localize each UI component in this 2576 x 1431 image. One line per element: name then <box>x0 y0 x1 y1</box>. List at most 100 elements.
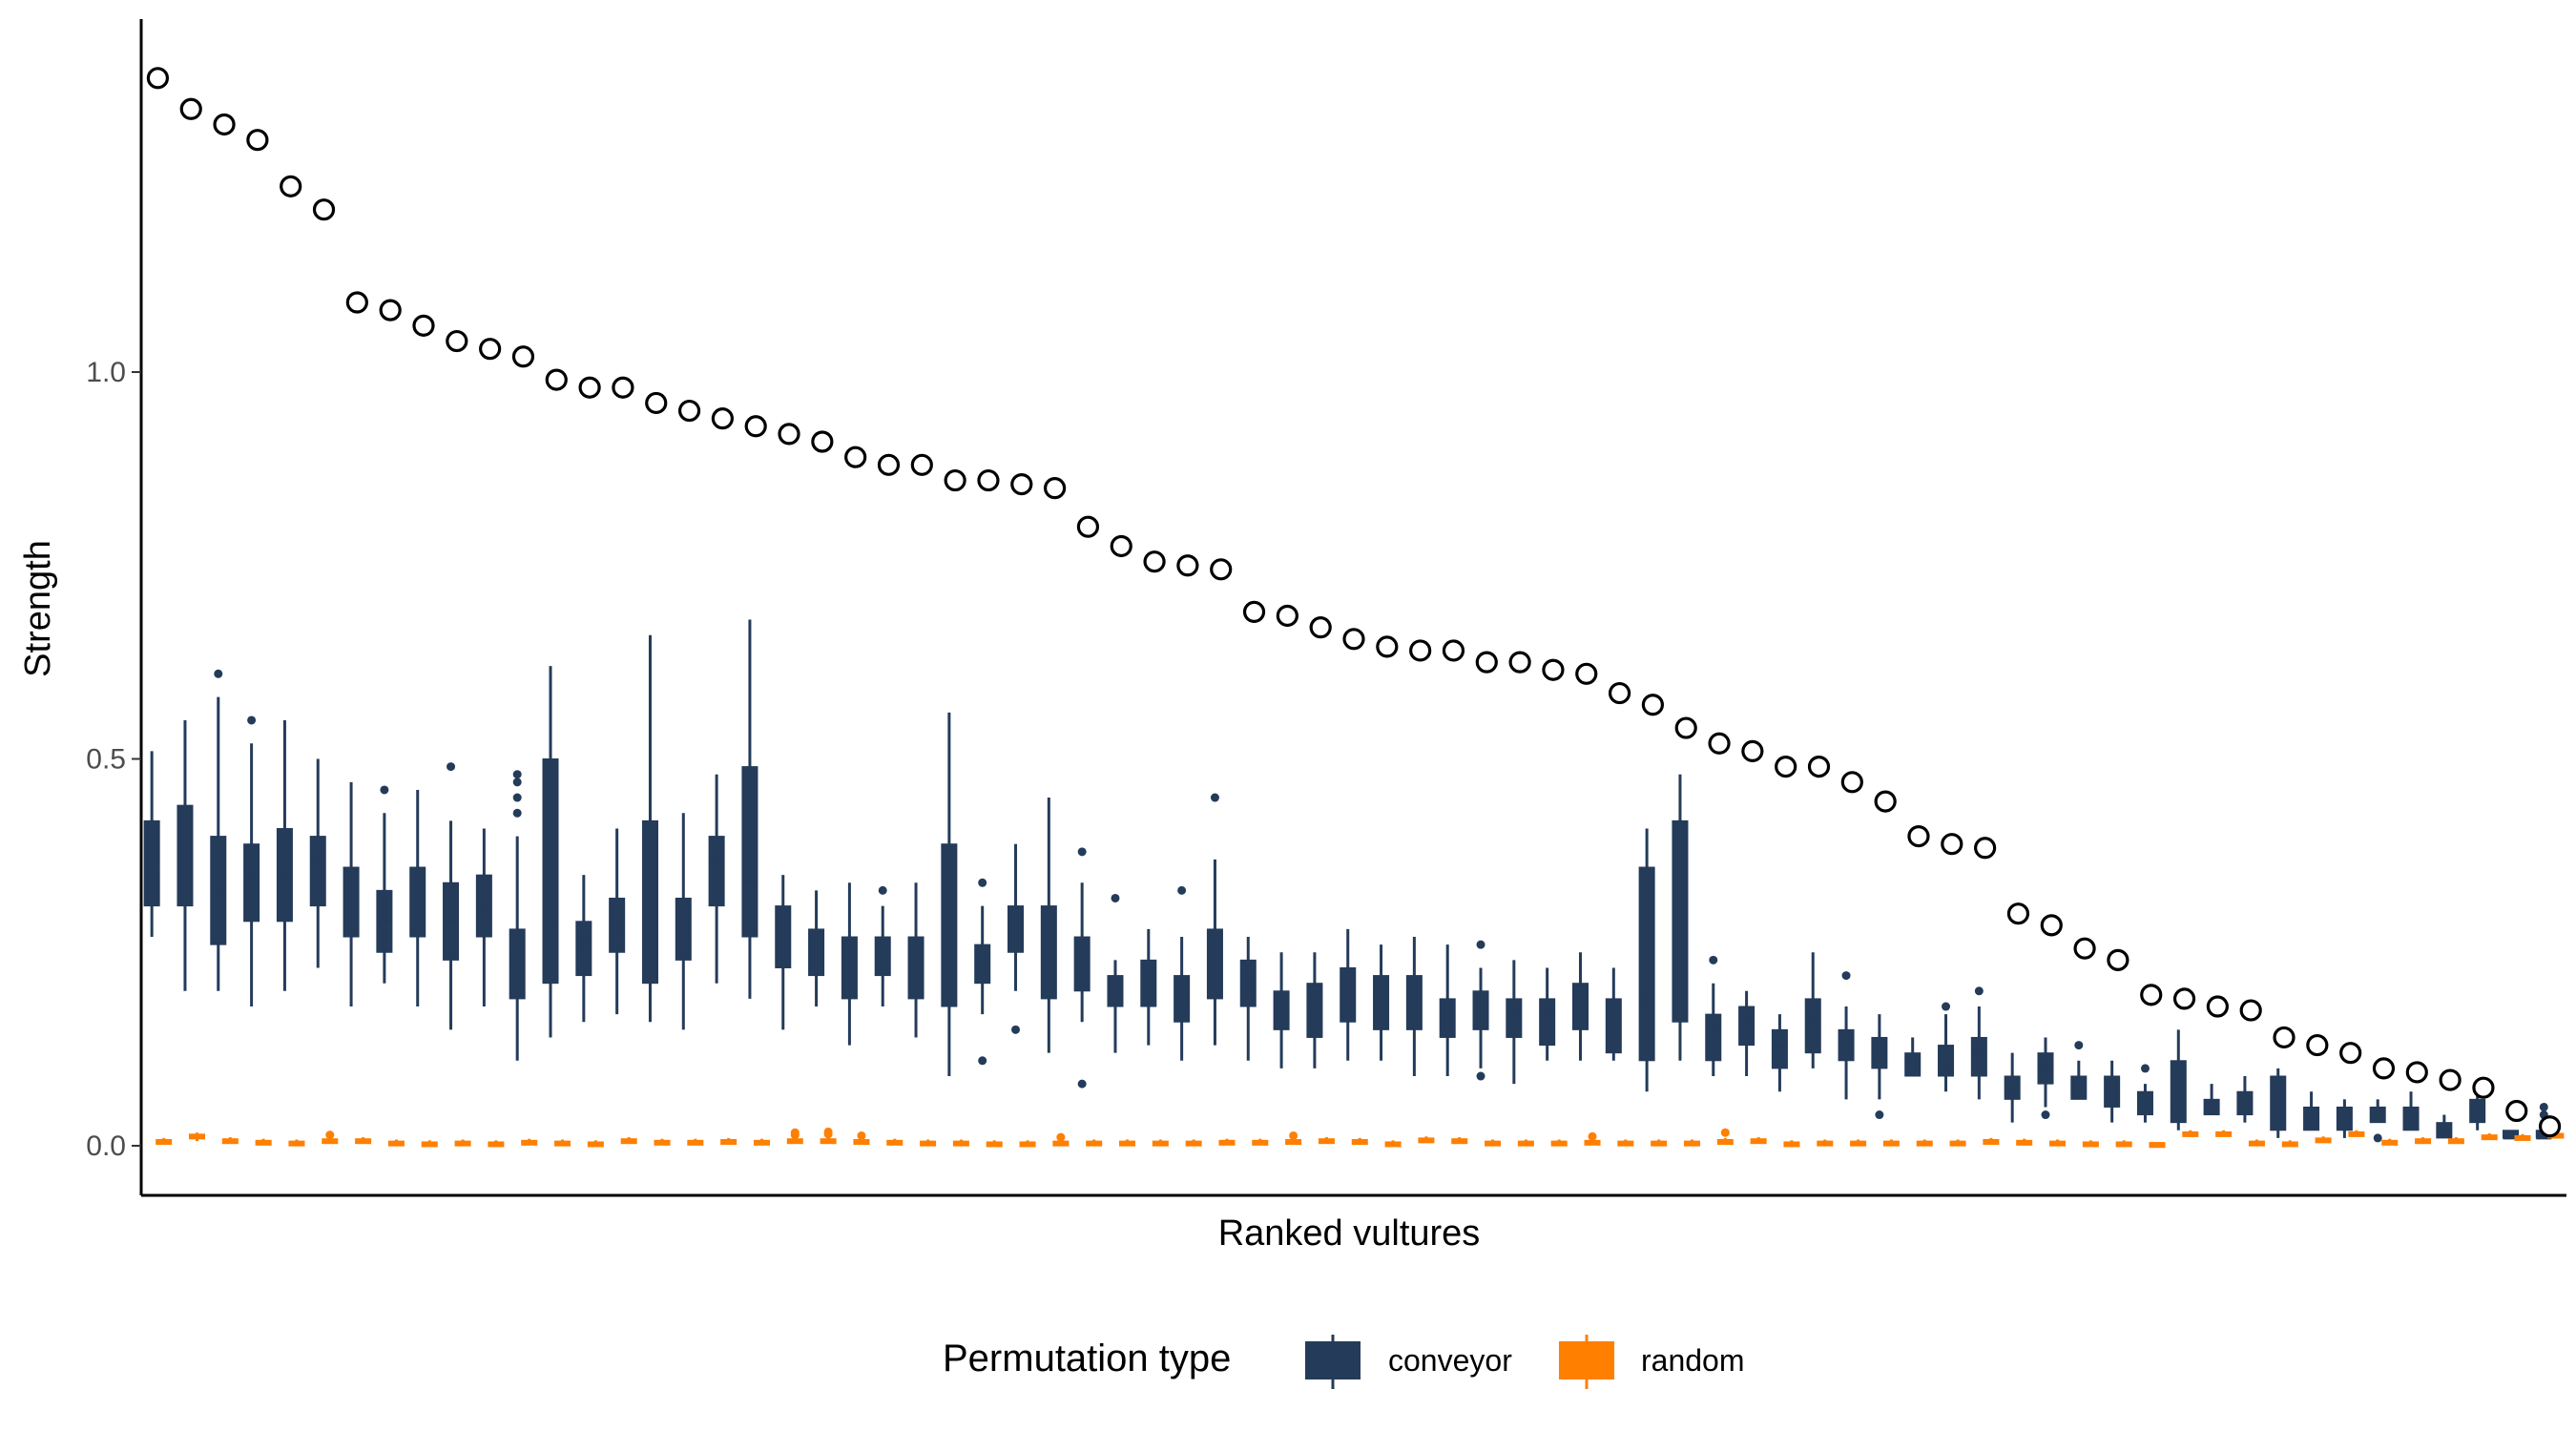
conveyor-box <box>609 828 626 1015</box>
conveyor-box-box <box>143 819 160 907</box>
conveyor-box <box>1771 1014 1788 1092</box>
conveyor-box-box <box>409 866 426 938</box>
conveyor-box <box>1904 1037 1922 1077</box>
conveyor-box <box>741 619 758 999</box>
random-box <box>687 1138 704 1146</box>
conveyor-box <box>1539 967 1556 1061</box>
conveyor-box <box>1107 893 1124 1053</box>
random-box <box>2082 1140 2099 1148</box>
legend-key-conveyor-box <box>1305 1341 1361 1379</box>
random-box <box>1783 1140 1800 1148</box>
observed-strength-point <box>1641 694 1664 716</box>
conveyor-box-box <box>1804 998 1821 1054</box>
observed-strength-point <box>811 430 834 453</box>
random-box <box>288 1139 305 1147</box>
conveyor-box <box>2502 1130 2520 1140</box>
observed-strength-point <box>246 129 269 152</box>
observed-strength-point <box>1741 739 1764 762</box>
conveyor-box <box>1073 847 1091 1089</box>
conveyor-box-box <box>609 897 626 953</box>
conveyor-box <box>243 716 260 1007</box>
random-box <box>1318 1137 1335 1145</box>
conveyor-box <box>1206 793 1223 1046</box>
conveyor-box-box <box>309 836 326 907</box>
conveyor-box-box <box>1871 1036 1888 1069</box>
observed-strength-point <box>1708 732 1731 755</box>
conveyor-box-outlier <box>512 793 522 802</box>
conveyor-box-box <box>1970 1036 1987 1077</box>
conveyor-box-box <box>1405 975 1423 1030</box>
observed-strength-point <box>1907 824 1930 848</box>
conveyor-box <box>509 770 526 1061</box>
conveyor-box <box>1040 798 1057 1053</box>
observed-strength-point <box>1176 554 1199 577</box>
legend-key-conveyor <box>1305 1335 1361 1389</box>
conveyor-box-box <box>1638 866 1655 1062</box>
conveyor-box-outlier <box>978 1056 987 1066</box>
conveyor-box-box <box>1040 905 1057 1000</box>
observed-strength-point <box>1575 662 1598 685</box>
random-box <box>1817 1139 1834 1147</box>
conveyor-box-box <box>2136 1090 2153 1116</box>
observed-strength-point <box>2206 995 2229 1018</box>
observed-strength-point <box>1309 616 1332 639</box>
observed-strength-point <box>2339 1042 2362 1065</box>
random-box <box>1617 1139 1634 1147</box>
random-box <box>1517 1139 1534 1147</box>
conveyor-box-box <box>177 804 194 907</box>
conveyor-box-box <box>1838 1028 1855 1062</box>
observed-strength-point <box>511 345 535 368</box>
conveyor-boxplots <box>143 619 2552 1143</box>
conveyor-box-outlier <box>878 885 887 895</box>
conveyor-box-outlier <box>2074 1041 2084 1050</box>
conveyor-box <box>309 758 326 968</box>
random-box <box>454 1139 471 1147</box>
conveyor-box-box <box>1273 990 1290 1030</box>
random-box <box>2016 1138 2033 1146</box>
conveyor-box-box <box>2270 1075 2287 1131</box>
random-box <box>1351 1137 1368 1146</box>
conveyor-box-outlier <box>978 878 987 887</box>
random-box <box>2049 1139 2067 1147</box>
random-box <box>221 1137 239 1145</box>
observed-strength-point <box>179 97 202 120</box>
random-box <box>1418 1136 1435 1144</box>
random-box <box>2248 1139 2265 1147</box>
random-box <box>1716 1128 1734 1146</box>
legend-label-random: random <box>1641 1343 1745 1378</box>
conveyor-box <box>2402 1091 2420 1131</box>
random-box <box>1485 1139 1502 1147</box>
observed-strength-point <box>1941 833 1963 856</box>
observed-strength-point <box>1442 639 1465 662</box>
random-box <box>1185 1139 1202 1147</box>
random-box <box>156 1137 173 1146</box>
legend-key-random <box>1559 1335 1614 1389</box>
conveyor-box <box>1008 843 1025 1034</box>
observed-strength-point <box>778 423 800 446</box>
conveyor-box-outlier <box>1210 793 1219 802</box>
observed-strength-point <box>2107 948 2129 971</box>
random-box <box>654 1138 671 1146</box>
observed-strength-point <box>2140 984 2163 1006</box>
conveyor-box <box>808 890 825 1007</box>
conveyor-box <box>641 634 658 1023</box>
random-box <box>1451 1137 1468 1145</box>
conveyor-box <box>1239 937 1257 1061</box>
conveyor-box-outlier <box>1974 986 1984 996</box>
random-boxplots <box>156 1127 2565 1149</box>
random-box <box>554 1139 571 1147</box>
conveyor-box-box <box>575 921 592 977</box>
observed-strength-point <box>379 299 402 321</box>
conveyor-box <box>2070 1041 2088 1100</box>
conveyor-box <box>2436 1114 2453 1139</box>
observed-strength-point <box>1110 534 1132 558</box>
random-box-outlier <box>790 1128 800 1137</box>
conveyor-box-outlier <box>1942 1002 1951 1011</box>
conveyor-box <box>276 719 293 991</box>
conveyor-box-box <box>641 819 658 985</box>
conveyor-box-box <box>874 936 891 977</box>
conveyor-box <box>841 882 858 1046</box>
conveyor-box-box <box>343 866 360 938</box>
conveyor-box-box <box>1738 1006 1755 1047</box>
